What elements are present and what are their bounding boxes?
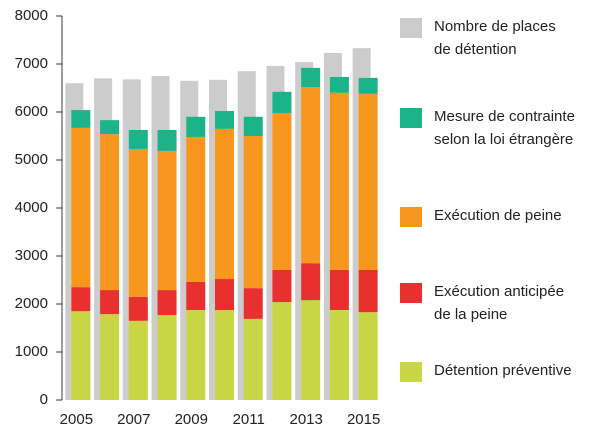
bar-segment [358,312,378,400]
bar-segment [329,92,349,270]
y-tick-label: 3000 [15,247,48,264]
bar-segment [301,87,321,264]
legend-swatch [400,18,422,38]
x-tick-label: 2011 [233,411,265,428]
bar-segment [157,150,177,291]
bar-segment [329,76,349,93]
bar-segment [157,130,177,151]
legend-item: Détention préventive [400,362,572,382]
legend-swatch [400,108,422,128]
bar-segment [301,67,321,88]
bar-segment [71,127,91,288]
bar-segment [243,136,263,289]
bar-segment [358,93,378,270]
bar-segment [128,130,148,149]
bar-segment [100,120,120,135]
bar-segment [186,116,206,137]
legend-item: Mesure de contrainte selon la loi étrang… [400,108,575,151]
bar-segment [329,310,349,400]
bar-segment [358,269,378,313]
bar-segment [301,300,321,400]
bar-segment [186,310,206,400]
x-tick-label: 2015 [347,411,380,428]
legend-label: Mesure de contrainte selon la loi étrang… [434,108,575,148]
legend-swatch [400,283,422,303]
bar-segment [243,116,263,136]
bar-segment [215,310,234,400]
y-tick-label: 5000 [15,151,48,168]
legend-swatch [400,362,422,382]
legend-label: Détention préventive [434,362,572,379]
bar-segment [243,288,263,319]
legend-item: Nombre de places de détention [400,18,556,61]
bar-segment [157,315,177,400]
x-tick-label: 2005 [60,411,93,428]
bar-segment [329,269,349,310]
bar-segment [71,311,91,400]
bar-segment [100,134,120,291]
legend-swatch [400,207,422,227]
bar-segment [100,314,120,400]
bar-segment [128,320,148,400]
legend-label: Exécution anticipée de la peine [434,283,565,323]
x-tick-label: 2007 [117,411,150,428]
bar-segment [301,263,321,301]
bar-segment [358,77,378,94]
y-tick-label: 0 [40,391,48,408]
bar-segment [186,136,206,282]
bar-segment [272,269,292,303]
y-tick-label: 2000 [15,295,48,312]
bar-segment [215,279,234,310]
legend-label: Nombre de places de détention [434,18,556,58]
legend-item: Exécution de peine [400,207,562,227]
y-tick-label: 8000 [15,7,48,24]
bar-segment [215,111,234,129]
bar-segment [157,290,177,316]
bar-segment [243,318,263,400]
bar-segment [272,302,292,400]
x-tick-label: 2013 [289,411,322,428]
y-tick-label: 7000 [15,55,48,72]
bar-segment [128,296,148,321]
bar-segment [71,287,91,312]
bar-segment [128,148,148,297]
legend-item: Exécution anticipée de la peine [400,283,564,326]
bar-segment [215,128,234,280]
y-tick-label: 1000 [15,343,48,360]
bar-segment [272,91,292,113]
y-tick-label: 4000 [15,199,48,216]
bar-segment [272,112,292,270]
x-tick-label: 2009 [175,411,208,428]
bar-segment [100,290,120,315]
bar-segment [186,281,206,310]
bar-segment [71,110,91,128]
legend-label: Exécution de peine [434,207,562,224]
y-tick-label: 6000 [15,103,48,120]
